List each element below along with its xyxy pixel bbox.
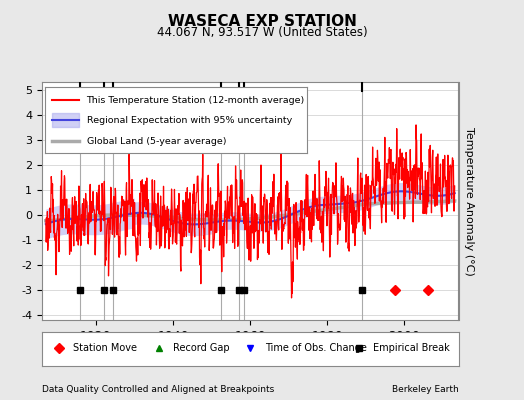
Text: Time of Obs. Change: Time of Obs. Change — [265, 343, 367, 353]
Text: WASECA EXP STATION: WASECA EXP STATION — [168, 14, 356, 29]
Text: Empirical Break: Empirical Break — [373, 343, 450, 353]
Text: Berkeley Earth: Berkeley Earth — [392, 385, 458, 394]
Text: Station Move: Station Move — [73, 343, 137, 353]
Text: Record Gap: Record Gap — [173, 343, 230, 353]
Text: 44.067 N, 93.517 W (United States): 44.067 N, 93.517 W (United States) — [157, 26, 367, 39]
Text: This Temperature Station (12-month average): This Temperature Station (12-month avera… — [86, 96, 305, 104]
Text: Global Land (5-year average): Global Land (5-year average) — [86, 137, 226, 146]
Text: Regional Expectation with 95% uncertainty: Regional Expectation with 95% uncertaint… — [86, 116, 292, 124]
Text: Data Quality Controlled and Aligned at Breakpoints: Data Quality Controlled and Aligned at B… — [42, 385, 274, 394]
Y-axis label: Temperature Anomaly (°C): Temperature Anomaly (°C) — [464, 127, 474, 275]
